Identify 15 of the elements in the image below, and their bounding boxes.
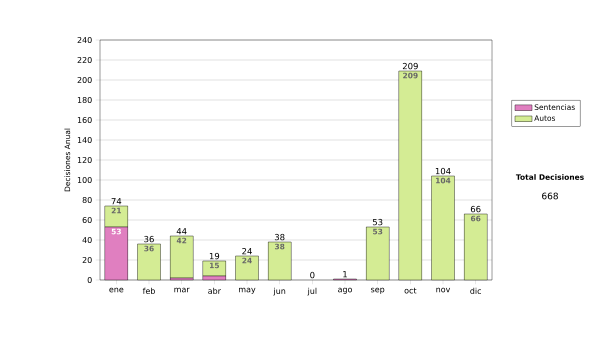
total-label: 44	[176, 228, 187, 234]
total-label: 74	[112, 198, 122, 204]
total-label: 1	[343, 271, 347, 278]
total-label: 36	[144, 236, 154, 242]
total-label: 0	[310, 272, 314, 278]
bar	[202, 260, 226, 276]
total-label: 66	[470, 206, 481, 212]
bar	[170, 236, 194, 278]
text: 668	[542, 192, 558, 200]
total-label: 209	[402, 62, 418, 70]
total-label: 38	[274, 234, 284, 240]
total-label: 24	[242, 248, 252, 254]
total-label: 104	[436, 168, 451, 174]
total-label: 53	[372, 218, 382, 226]
total-label: 19	[210, 252, 220, 260]
